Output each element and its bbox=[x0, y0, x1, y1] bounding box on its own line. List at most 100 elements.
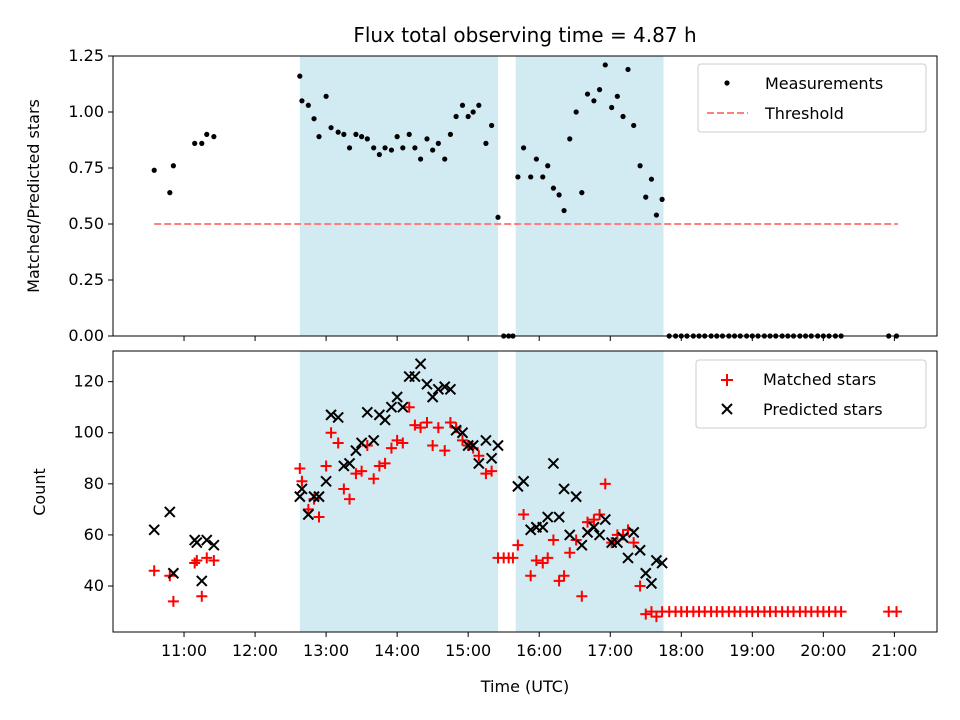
predicted-star-point bbox=[367, 434, 380, 447]
matched-star-point bbox=[338, 483, 350, 495]
matched-star-point bbox=[537, 557, 549, 569]
legend-predicted-label: Predicted stars bbox=[763, 400, 883, 419]
matched-star-point bbox=[628, 537, 640, 549]
measurement-point bbox=[567, 136, 573, 142]
matched-star-point bbox=[208, 554, 220, 566]
predicted-star-point bbox=[196, 575, 208, 587]
matched-star-point bbox=[379, 457, 391, 469]
measurement-point bbox=[167, 190, 173, 196]
measurement-point bbox=[631, 122, 637, 129]
x-tick-label: 17:00 bbox=[587, 641, 633, 660]
predicted-star-point bbox=[517, 475, 530, 487]
matched-star-point bbox=[480, 468, 492, 480]
shaded-span bbox=[299, 56, 499, 336]
predicted-star-point bbox=[379, 414, 391, 426]
predicted-star-point bbox=[167, 567, 180, 579]
y-tick-label: 100 bbox=[73, 423, 104, 442]
bottom-y-axis-label: Count bbox=[30, 468, 49, 516]
predicted-star-point bbox=[201, 534, 213, 546]
top-x-ticks bbox=[183, 336, 895, 341]
matched-star-point bbox=[421, 417, 433, 429]
predicted-star-point bbox=[485, 452, 498, 464]
matched-star-point bbox=[547, 534, 559, 546]
predicted-star-point bbox=[547, 457, 560, 470]
x-tick-label: 13:00 bbox=[303, 641, 349, 660]
matched-star-point bbox=[588, 514, 600, 526]
measurement-point bbox=[489, 122, 495, 129]
measurement-point bbox=[659, 196, 665, 202]
predicted-star-point bbox=[627, 526, 640, 539]
measurement-point bbox=[359, 134, 365, 140]
predicted-star-point bbox=[588, 521, 600, 533]
predicted-star-point bbox=[650, 554, 663, 567]
matched-star-point bbox=[189, 557, 201, 569]
predicted-star-point bbox=[467, 439, 479, 452]
measurement-point bbox=[573, 109, 579, 115]
shaded-span bbox=[515, 56, 664, 336]
measurement-point bbox=[556, 192, 562, 198]
y-tick-label: 120 bbox=[73, 372, 104, 391]
matched-star-point bbox=[373, 460, 385, 472]
measurement-point bbox=[515, 174, 521, 180]
measurement-point bbox=[465, 113, 471, 120]
predicted-star-point bbox=[456, 427, 469, 439]
matched-star-points bbox=[148, 401, 903, 623]
measurement-point bbox=[346, 145, 353, 151]
measurement-point bbox=[470, 109, 476, 115]
matched-star-point bbox=[391, 434, 403, 446]
matched-star-point bbox=[518, 508, 530, 520]
predicted-star-point bbox=[296, 483, 308, 495]
matched-star-point bbox=[645, 606, 657, 618]
predicted-star-point bbox=[558, 483, 570, 495]
predicted-star-point bbox=[302, 508, 315, 521]
matched-star-point bbox=[350, 468, 362, 480]
bottom-axes-frame bbox=[112, 350, 938, 633]
predicted-star-points bbox=[148, 358, 668, 590]
measurement-point bbox=[311, 116, 317, 122]
matched-star-point bbox=[599, 478, 611, 490]
x-tick-label: 14:00 bbox=[374, 641, 420, 660]
predicted-star-point bbox=[409, 370, 421, 383]
measurement-point bbox=[435, 140, 441, 146]
predicted-star-point bbox=[450, 424, 462, 436]
matched-star-point bbox=[650, 611, 662, 623]
matched-star-point bbox=[415, 422, 427, 434]
measurement-point bbox=[199, 140, 205, 146]
x-tick-label: 18:00 bbox=[658, 641, 704, 660]
measurement-point bbox=[550, 185, 557, 191]
matched-star-point bbox=[409, 419, 421, 431]
measurement-point bbox=[520, 145, 527, 151]
x-tick-label: 11:00 bbox=[161, 641, 207, 660]
predicted-star-point bbox=[191, 536, 203, 549]
matched-star-point bbox=[542, 552, 554, 564]
measurement-point bbox=[483, 140, 489, 146]
top-legend: Measurements Threshold bbox=[697, 63, 927, 133]
predicted-star-point bbox=[537, 521, 549, 533]
matched-star-point bbox=[456, 434, 468, 446]
top-y-ticks: 0.00 0.25 0.50 0.75 1.00 1.25 bbox=[68, 46, 113, 345]
legend-predicted-marker bbox=[721, 403, 733, 415]
predicted-star-point bbox=[473, 457, 485, 470]
matched-star-point bbox=[385, 442, 397, 454]
predicted-star-point bbox=[570, 490, 582, 503]
measurement-point bbox=[459, 102, 466, 108]
matched-star-point bbox=[201, 552, 213, 564]
matched-star-point bbox=[512, 539, 524, 551]
predicted-star-point bbox=[361, 406, 374, 419]
measurement-point bbox=[602, 62, 608, 68]
legend-threshold-label: Threshold bbox=[764, 104, 844, 123]
measurement-point bbox=[364, 136, 370, 142]
predicted-star-point bbox=[320, 475, 332, 487]
measurement-point bbox=[625, 66, 631, 73]
measurement-point bbox=[545, 163, 551, 169]
measurement-point bbox=[376, 151, 382, 158]
predicted-star-point bbox=[148, 524, 160, 536]
measurement-point bbox=[609, 104, 615, 111]
legend-matched-label: Matched stars bbox=[763, 370, 876, 389]
top-axes-frame bbox=[112, 55, 938, 337]
measurement-point bbox=[299, 98, 305, 104]
measurement-point bbox=[637, 163, 643, 169]
measurement-point bbox=[620, 113, 626, 120]
predicted-star-point bbox=[332, 411, 344, 424]
x-tick-label: 19:00 bbox=[729, 641, 775, 660]
